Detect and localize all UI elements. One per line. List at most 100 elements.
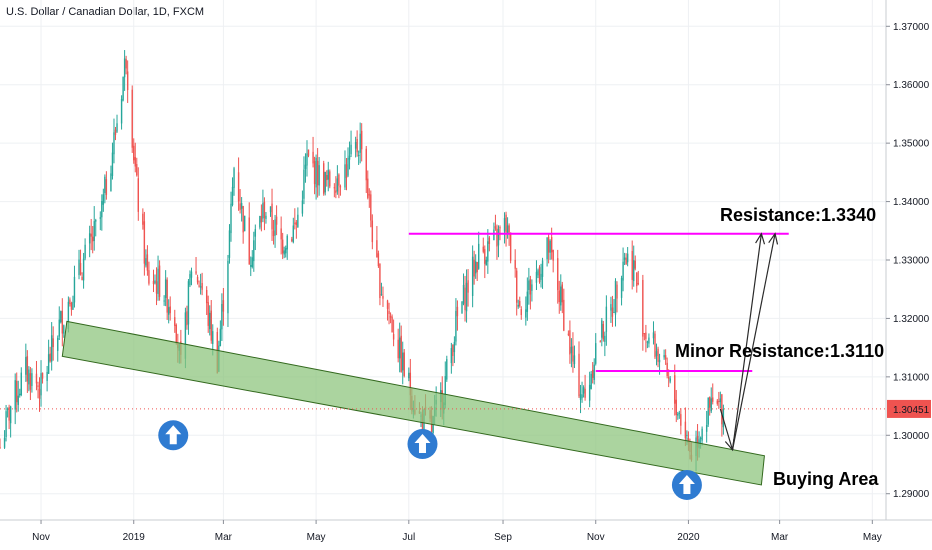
candle: [196, 274, 199, 285]
candle-body: [354, 141, 357, 149]
candle: [456, 300, 459, 331]
candle-body: [313, 161, 316, 185]
candle-body: [231, 186, 234, 206]
candle-body: [312, 151, 314, 164]
candle: [269, 206, 272, 217]
candle-body: [547, 236, 550, 253]
candle-body: [307, 149, 310, 156]
candle: [482, 237, 484, 254]
candle: [187, 279, 190, 335]
candle: [57, 335, 59, 362]
candle-body: [654, 333, 656, 358]
candle: [654, 330, 656, 360]
candle: [465, 269, 468, 323]
candle: [240, 197, 243, 222]
candle-body: [626, 253, 629, 263]
candle: [397, 328, 399, 363]
y-tick-label: 1.34000: [893, 197, 930, 208]
candle: [250, 256, 252, 277]
candle-body: [623, 257, 626, 260]
candle-body: [588, 384, 591, 401]
candle: [38, 377, 41, 412]
candle-body: [360, 130, 363, 150]
candle: [339, 184, 342, 196]
candle: [8, 404, 10, 430]
candle-body: [46, 371, 48, 381]
candle: [602, 320, 605, 342]
candle-body: [301, 200, 304, 214]
candle-body: [113, 132, 115, 155]
candle-body: [283, 250, 285, 255]
candle: [306, 140, 308, 177]
candle-body: [72, 302, 74, 310]
candle-body: [517, 304, 519, 307]
candle-body: [125, 59, 127, 69]
candle-body: [719, 398, 722, 403]
candle: [707, 397, 709, 427]
candle: [9, 405, 12, 438]
candle: [582, 385, 585, 398]
candle: [3, 430, 6, 449]
candle-body: [339, 186, 342, 188]
candle: [286, 234, 288, 260]
candle: [5, 404, 7, 442]
candle-body: [508, 225, 510, 233]
candle-body: [657, 348, 659, 362]
candle: [114, 126, 117, 141]
candle-body: [304, 164, 307, 169]
candle: [79, 249, 82, 276]
candle: [253, 231, 255, 272]
candle-body: [9, 406, 12, 424]
candle-body: [581, 394, 583, 399]
candle-body: [520, 309, 522, 316]
candle-body: [380, 294, 383, 296]
candle: [386, 299, 389, 321]
candle-body: [195, 271, 197, 274]
candle-body: [169, 306, 171, 314]
candle: [88, 225, 91, 258]
candle-body: [122, 76, 124, 101]
candle-body: [529, 279, 532, 295]
candle-body: [409, 372, 412, 396]
candle: [648, 333, 650, 348]
candle: [718, 391, 720, 409]
candle-body: [687, 438, 690, 443]
candle-body: [718, 400, 720, 402]
candle-body: [58, 319, 60, 337]
candle: [254, 224, 257, 251]
candle-body: [579, 394, 582, 400]
candle-body: [370, 194, 372, 221]
candle-body: [155, 281, 158, 294]
candle: [552, 249, 554, 273]
y-tick-label: 1.31000: [893, 372, 930, 383]
time-axis: Nov 2019 Mar May Jul Sep Nov 2020 Mar May: [0, 519, 932, 543]
candle-body: [133, 145, 135, 161]
candle-body: [645, 332, 647, 339]
candle-body: [655, 351, 658, 356]
candle-body: [497, 228, 500, 246]
candle: [294, 208, 296, 230]
candle: [242, 205, 244, 244]
candle: [701, 426, 703, 446]
candle-body: [88, 233, 91, 244]
candle-body: [146, 254, 149, 271]
candle-body: [499, 227, 501, 229]
candle: [637, 270, 639, 286]
candle: [519, 296, 521, 308]
candle: [35, 360, 38, 391]
candle-body: [329, 171, 331, 187]
candle: [210, 300, 212, 344]
candle: [239, 189, 241, 214]
candle: [29, 366, 32, 401]
candle-body: [701, 428, 703, 441]
candle: [573, 345, 576, 369]
candle-body: [274, 219, 276, 236]
candle-body: [131, 89, 133, 148]
candle: [368, 188, 370, 208]
candle-body: [219, 328, 222, 347]
candle-body: [31, 373, 33, 386]
candle: [120, 95, 123, 130]
candle: [326, 170, 328, 187]
candle-body: [614, 280, 617, 315]
